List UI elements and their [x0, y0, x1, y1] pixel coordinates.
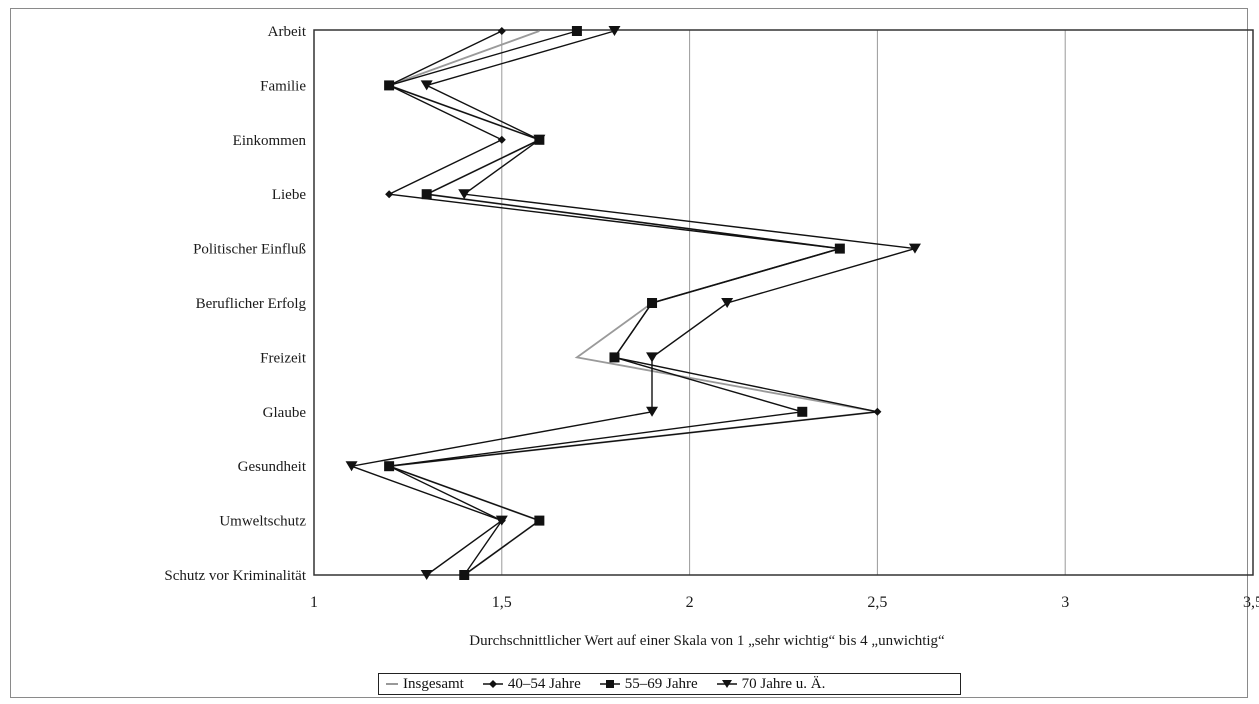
data-point — [421, 189, 432, 200]
legend-line-icon — [386, 683, 398, 685]
legend-triangle-icon — [716, 680, 737, 688]
data-point — [495, 515, 508, 526]
legend-diamond-icon — [482, 680, 503, 688]
category-label: Freizeit — [260, 350, 307, 366]
data-point — [908, 243, 921, 254]
legend-square-icon — [599, 680, 620, 688]
data-point — [534, 515, 545, 526]
legend-label: 40–54 Jahre — [507, 675, 581, 692]
x-tick-label: 3 — [1061, 594, 1069, 611]
data-point — [834, 243, 845, 254]
data-point — [721, 298, 734, 308]
legend-label: 70 Jahre u. Ä. — [741, 675, 826, 692]
category-label: Arbeit — [268, 24, 307, 40]
category-label: Umweltschutz — [219, 514, 306, 530]
data-point — [646, 406, 659, 417]
data-point — [497, 135, 506, 144]
x-tick-labels: 1 1,5 2 2,5 3 3,5 — [310, 594, 1259, 611]
legend-label: Insgesamt — [403, 675, 464, 692]
series-markers — [345, 26, 921, 580]
data-point — [608, 26, 621, 36]
legend-item-55-69: 55–69 Jahre — [599, 676, 698, 693]
data-point — [497, 27, 506, 35]
x-tick-label: 2 — [686, 594, 694, 611]
legend-label: 55–69 Jahre — [624, 675, 698, 692]
legend: Insgesamt 40–54 Jahre 55–69 Jahre 70 Jah… — [378, 673, 961, 695]
data-point — [459, 570, 470, 580]
data-point — [797, 406, 808, 417]
data-point — [458, 189, 471, 200]
legend-item-40-54: 40–54 Jahre — [482, 676, 581, 693]
category-label: Beruflicher Erfolg — [196, 296, 307, 312]
x-tick-label: 1,5 — [492, 594, 512, 611]
data-point — [420, 80, 433, 91]
category-label: Schutz vor Kriminalität — [164, 568, 306, 584]
data-point — [533, 134, 546, 145]
data-point — [609, 352, 620, 363]
data-point — [571, 26, 582, 36]
data-point — [646, 352, 659, 363]
category-labels: Arbeit Familie Einkommen Liebe Politischer E… — [164, 24, 306, 584]
x-tick-label: 2,5 — [867, 594, 887, 611]
legend-item-70plus: 70 Jahre u. Ä. — [716, 675, 826, 693]
data-point — [384, 80, 395, 91]
data-point — [345, 461, 358, 472]
category-label: Glaube — [263, 405, 307, 421]
x-tick-label: 1 — [310, 594, 318, 611]
x-tick-label: 3,5 — [1243, 594, 1259, 611]
category-label: Familie — [260, 78, 306, 94]
category-label: Gesundheit — [238, 459, 307, 475]
category-label: Politischer Einfluß — [193, 242, 306, 258]
category-label: Liebe — [272, 187, 306, 203]
data-point — [384, 461, 395, 472]
legend-item-insgesamt: Insgesamt — [385, 676, 464, 693]
data-point — [647, 298, 658, 308]
chart-frame — [10, 8, 1248, 698]
plot-area — [313, 29, 1254, 576]
category-label: Einkommen — [233, 133, 307, 149]
data-point — [873, 407, 882, 416]
series-line — [348, 30, 916, 576]
x-axis-label: Durchschnittlicher Wert auf einer Skala … — [469, 633, 945, 649]
series-lines — [348, 30, 916, 576]
series-line — [386, 30, 840, 576]
grid-lines — [501, 30, 1066, 575]
data-point — [420, 570, 433, 580]
data-point — [385, 190, 394, 199]
